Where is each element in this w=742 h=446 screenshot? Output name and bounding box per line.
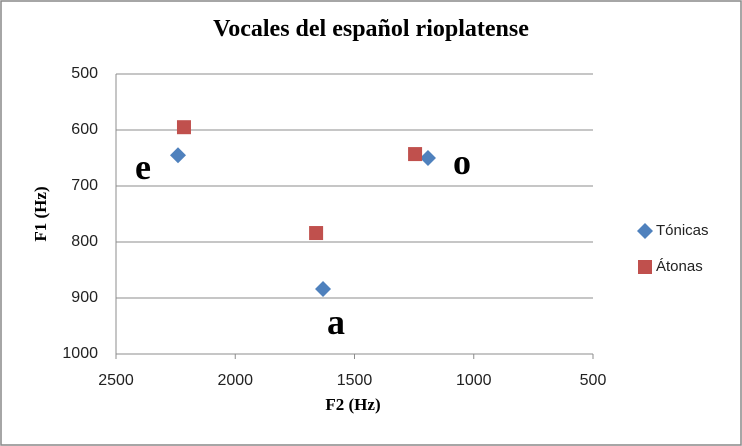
y-tick-label: 600 xyxy=(71,121,98,138)
x-tick-label: 1000 xyxy=(456,372,492,389)
annotation: e xyxy=(135,147,151,187)
y-tick-label: 500 xyxy=(71,65,98,82)
y-tick-label: 700 xyxy=(71,177,98,194)
annotation: a xyxy=(327,302,345,342)
y-tick-label: 900 xyxy=(71,289,98,306)
x-axis-label: F2 (Hz) xyxy=(325,395,380,414)
legend-marker xyxy=(637,223,653,239)
legend-marker xyxy=(638,260,652,274)
x-tick-label: 2500 xyxy=(98,372,134,389)
legend-label: Tónicas xyxy=(656,222,709,239)
chart-title: Vocales del español rioplatense xyxy=(213,16,529,42)
x-tick-label: 1500 xyxy=(337,372,373,389)
point xyxy=(309,226,324,241)
point xyxy=(315,281,332,298)
y-tick-label: 800 xyxy=(71,233,98,250)
annotation: o xyxy=(453,142,471,182)
y-tick-label: 1000 xyxy=(62,345,98,362)
point xyxy=(419,150,436,166)
x-tick-label: 500 xyxy=(580,372,607,389)
point xyxy=(408,147,423,162)
y-axis-label: F1 (Hz) xyxy=(31,186,50,241)
legend-label: Átonas xyxy=(656,258,703,275)
point xyxy=(170,147,187,164)
point xyxy=(176,120,191,135)
x-tick-label: 2000 xyxy=(217,372,253,389)
